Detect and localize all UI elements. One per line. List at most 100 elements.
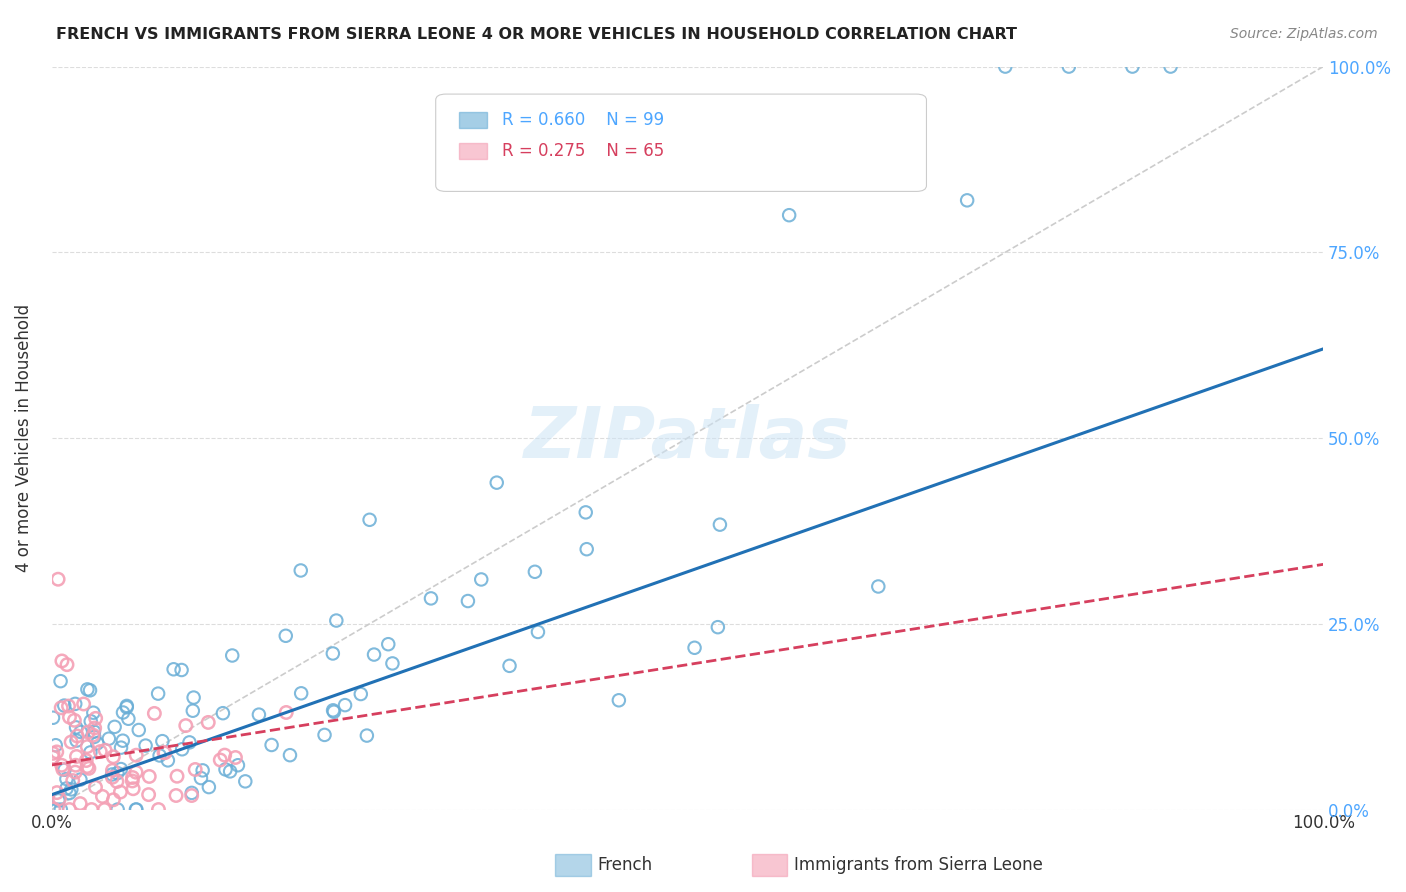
Point xyxy=(122,781,145,796)
Point xyxy=(322,647,344,661)
Point xyxy=(420,591,443,606)
Point xyxy=(778,208,800,222)
Point xyxy=(180,789,202,803)
Point xyxy=(49,803,72,817)
Text: Source: ZipAtlas.com: Source: ZipAtlas.com xyxy=(1230,27,1378,41)
Point xyxy=(42,711,65,725)
Point xyxy=(58,803,80,817)
Point xyxy=(377,637,399,651)
Point xyxy=(174,718,197,732)
Point xyxy=(138,788,160,802)
Point xyxy=(51,758,73,772)
Point xyxy=(42,802,65,816)
Point xyxy=(115,698,138,713)
Point xyxy=(80,714,103,729)
Point xyxy=(135,739,157,753)
Point xyxy=(162,662,184,676)
Point xyxy=(247,707,270,722)
Point xyxy=(65,758,87,772)
Point xyxy=(359,513,381,527)
Point xyxy=(325,614,347,628)
Point xyxy=(94,743,117,757)
Point xyxy=(527,624,550,639)
Point xyxy=(165,789,187,803)
Point xyxy=(65,733,87,747)
Point xyxy=(172,742,194,756)
Point xyxy=(290,686,312,700)
Point xyxy=(153,746,176,760)
Point xyxy=(607,693,630,707)
Point xyxy=(63,714,86,728)
Point xyxy=(498,658,520,673)
Point xyxy=(60,782,83,797)
Point xyxy=(58,699,80,714)
Point xyxy=(48,793,70,807)
Point xyxy=(60,735,83,749)
Point xyxy=(76,682,98,697)
Bar xyxy=(458,112,486,128)
Point xyxy=(58,786,80,800)
Point xyxy=(103,749,125,764)
Point xyxy=(101,767,124,781)
Point xyxy=(1057,60,1080,74)
Point xyxy=(111,706,134,720)
Point xyxy=(66,729,89,743)
Point xyxy=(103,793,125,807)
Point xyxy=(84,711,107,725)
Point xyxy=(82,706,104,720)
Point xyxy=(48,791,70,805)
Point xyxy=(575,542,598,557)
Point xyxy=(166,769,188,783)
Point xyxy=(97,731,120,746)
Point xyxy=(77,761,100,775)
Point xyxy=(190,771,212,785)
Point xyxy=(276,706,298,720)
Point xyxy=(209,753,232,767)
Point xyxy=(153,746,176,760)
Point xyxy=(994,60,1017,74)
Point xyxy=(69,772,91,787)
Point xyxy=(180,786,202,800)
Point xyxy=(274,629,297,643)
Point xyxy=(121,774,143,789)
Point xyxy=(53,698,76,713)
Point xyxy=(170,663,193,677)
Point xyxy=(105,774,128,789)
Point xyxy=(322,705,344,719)
Point xyxy=(105,766,128,780)
Point xyxy=(523,565,546,579)
Y-axis label: 4 or more Vehicles in Household: 4 or more Vehicles in Household xyxy=(15,304,32,572)
Bar xyxy=(458,143,486,160)
Point xyxy=(104,720,127,734)
Point xyxy=(214,763,236,777)
Point xyxy=(110,785,132,799)
Point xyxy=(69,797,91,811)
Point xyxy=(93,803,115,817)
Point xyxy=(83,730,105,744)
Point xyxy=(65,720,87,734)
Point xyxy=(290,564,312,578)
Point xyxy=(179,735,201,749)
Point xyxy=(314,728,336,742)
Point xyxy=(107,803,129,817)
Point xyxy=(233,774,256,789)
Text: Immigrants from Sierra Leone: Immigrants from Sierra Leone xyxy=(794,856,1043,874)
Point xyxy=(65,765,87,780)
Point xyxy=(75,754,97,768)
Point xyxy=(363,648,385,662)
Point xyxy=(125,748,148,763)
Text: FRENCH VS IMMIGRANTS FROM SIERRA LEONE 4 OR MORE VEHICLES IN HOUSEHOLD CORRELATI: FRENCH VS IMMIGRANTS FROM SIERRA LEONE 4… xyxy=(56,27,1017,42)
Point xyxy=(125,803,148,817)
Point xyxy=(356,729,378,743)
Point xyxy=(65,749,87,764)
Point xyxy=(156,753,179,767)
Point xyxy=(110,740,132,755)
Point xyxy=(76,759,98,773)
Point xyxy=(575,505,598,519)
Point xyxy=(470,573,492,587)
Point xyxy=(226,758,249,772)
Point xyxy=(101,770,124,784)
Point xyxy=(143,706,166,721)
Point xyxy=(138,769,160,783)
Point xyxy=(381,657,404,671)
